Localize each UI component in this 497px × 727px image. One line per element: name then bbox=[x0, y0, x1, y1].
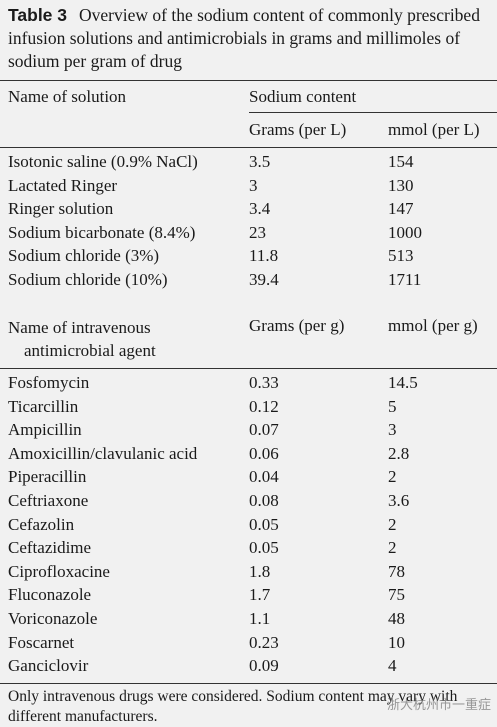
cell-value: 3.4 bbox=[249, 199, 271, 219]
row-label: Foscarnet bbox=[8, 632, 75, 652]
cell-value: 78 bbox=[388, 561, 405, 581]
cell-value: 0.12 bbox=[249, 396, 279, 416]
cell-value: 147 bbox=[388, 199, 414, 219]
row-label: Fluconazole bbox=[8, 585, 92, 605]
cell-value: 11.8 bbox=[249, 246, 279, 266]
row-label: Amoxicillin/clavulanic acid bbox=[8, 443, 198, 463]
row-label: Lactated Ringer bbox=[8, 175, 118, 195]
watermark: 浙大杭州市一重症 bbox=[386, 698, 491, 713]
column-header: mmol (per L) bbox=[388, 120, 480, 139]
rule bbox=[0, 80, 497, 81]
cell-value: 3.6 bbox=[388, 491, 410, 510]
cell-value: 1.1 bbox=[249, 609, 271, 628]
cell-value: 75 bbox=[388, 585, 405, 605]
footnote: Only intravenous drugs were considered. … bbox=[8, 688, 458, 725]
row-label: Isotonic saline (0.9% NaCl) bbox=[8, 152, 198, 171]
row-label: Ticarcillin bbox=[8, 396, 79, 416]
rule bbox=[249, 112, 497, 113]
row-label: Ceftazidime bbox=[8, 538, 92, 558]
cell-value: 0.04 bbox=[249, 467, 279, 487]
group-header: Sodium content bbox=[249, 87, 357, 106]
row-label: Ciprofloxacine bbox=[8, 561, 110, 581]
cell-value: 4 bbox=[388, 656, 397, 676]
row-label: Ampicillin bbox=[8, 420, 82, 440]
cell-value: 0.06 bbox=[249, 443, 279, 463]
cell-value: 1000 bbox=[388, 222, 422, 242]
cell-value: 1.8 bbox=[249, 561, 271, 581]
rule bbox=[0, 147, 497, 148]
cell-value: 0.07 bbox=[249, 420, 279, 440]
cell-value: 10 bbox=[388, 632, 405, 652]
cell-value: 1711 bbox=[388, 270, 422, 289]
cell-value: 0.08 bbox=[249, 491, 279, 510]
column-header: Name of intravenous antimicrobial agent bbox=[8, 318, 156, 360]
column-header: mmol (per g) bbox=[388, 316, 478, 335]
cell-value: 3 bbox=[388, 420, 397, 440]
cell-value: 0.09 bbox=[249, 656, 279, 676]
cell-value: 48 bbox=[388, 609, 405, 628]
cell-value: 23 bbox=[249, 222, 266, 242]
rule bbox=[0, 368, 497, 369]
row-label: Voriconazole bbox=[8, 609, 98, 628]
caption-text: Overview of the sodium content of common… bbox=[8, 5, 480, 71]
cell-value: 2 bbox=[388, 538, 397, 558]
cell-value: 1.7 bbox=[249, 585, 271, 605]
cell-value: 0.23 bbox=[249, 632, 279, 652]
cell-value: 0.33 bbox=[249, 373, 279, 392]
column-header: Grams (per g) bbox=[249, 316, 345, 335]
column-header: Grams (per L) bbox=[249, 120, 347, 139]
row-label: Sodium chloride (3%) bbox=[8, 246, 160, 266]
row-label: Fosfomycin bbox=[8, 373, 90, 392]
row-label: Ceftriaxone bbox=[8, 491, 89, 510]
cell-value: 513 bbox=[388, 246, 414, 266]
caption: Table 3 Overview of the sodium content of… bbox=[8, 4, 492, 73]
cell-value: 130 bbox=[388, 175, 414, 195]
cell-value: 154 bbox=[388, 152, 414, 171]
cell-value: 3 bbox=[249, 175, 258, 195]
rule bbox=[0, 683, 497, 684]
row-label: Sodium chloride (10%) bbox=[8, 270, 168, 289]
row-label: Piperacillin bbox=[8, 467, 87, 487]
row-label: Sodium bicarbonate (8.4%) bbox=[8, 222, 196, 242]
cell-value: 2 bbox=[388, 467, 397, 487]
row-label: Ringer solution bbox=[8, 199, 114, 219]
cell-value: 0.05 bbox=[249, 538, 279, 558]
cell-value: 14.5 bbox=[388, 373, 418, 392]
cell-value: 5 bbox=[388, 396, 397, 416]
cell-value: 2.8 bbox=[388, 443, 410, 463]
cell-value: 0.05 bbox=[249, 514, 279, 534]
column-header: Name of solution bbox=[8, 87, 127, 106]
cell-value: 39.4 bbox=[249, 270, 279, 289]
row-label: Cefazolin bbox=[8, 514, 75, 534]
row-label: Ganciclovir bbox=[8, 656, 89, 676]
cell-value: 2 bbox=[388, 514, 397, 534]
table-label: Table 3 bbox=[8, 5, 68, 25]
cell-value: 3.5 bbox=[249, 152, 271, 171]
